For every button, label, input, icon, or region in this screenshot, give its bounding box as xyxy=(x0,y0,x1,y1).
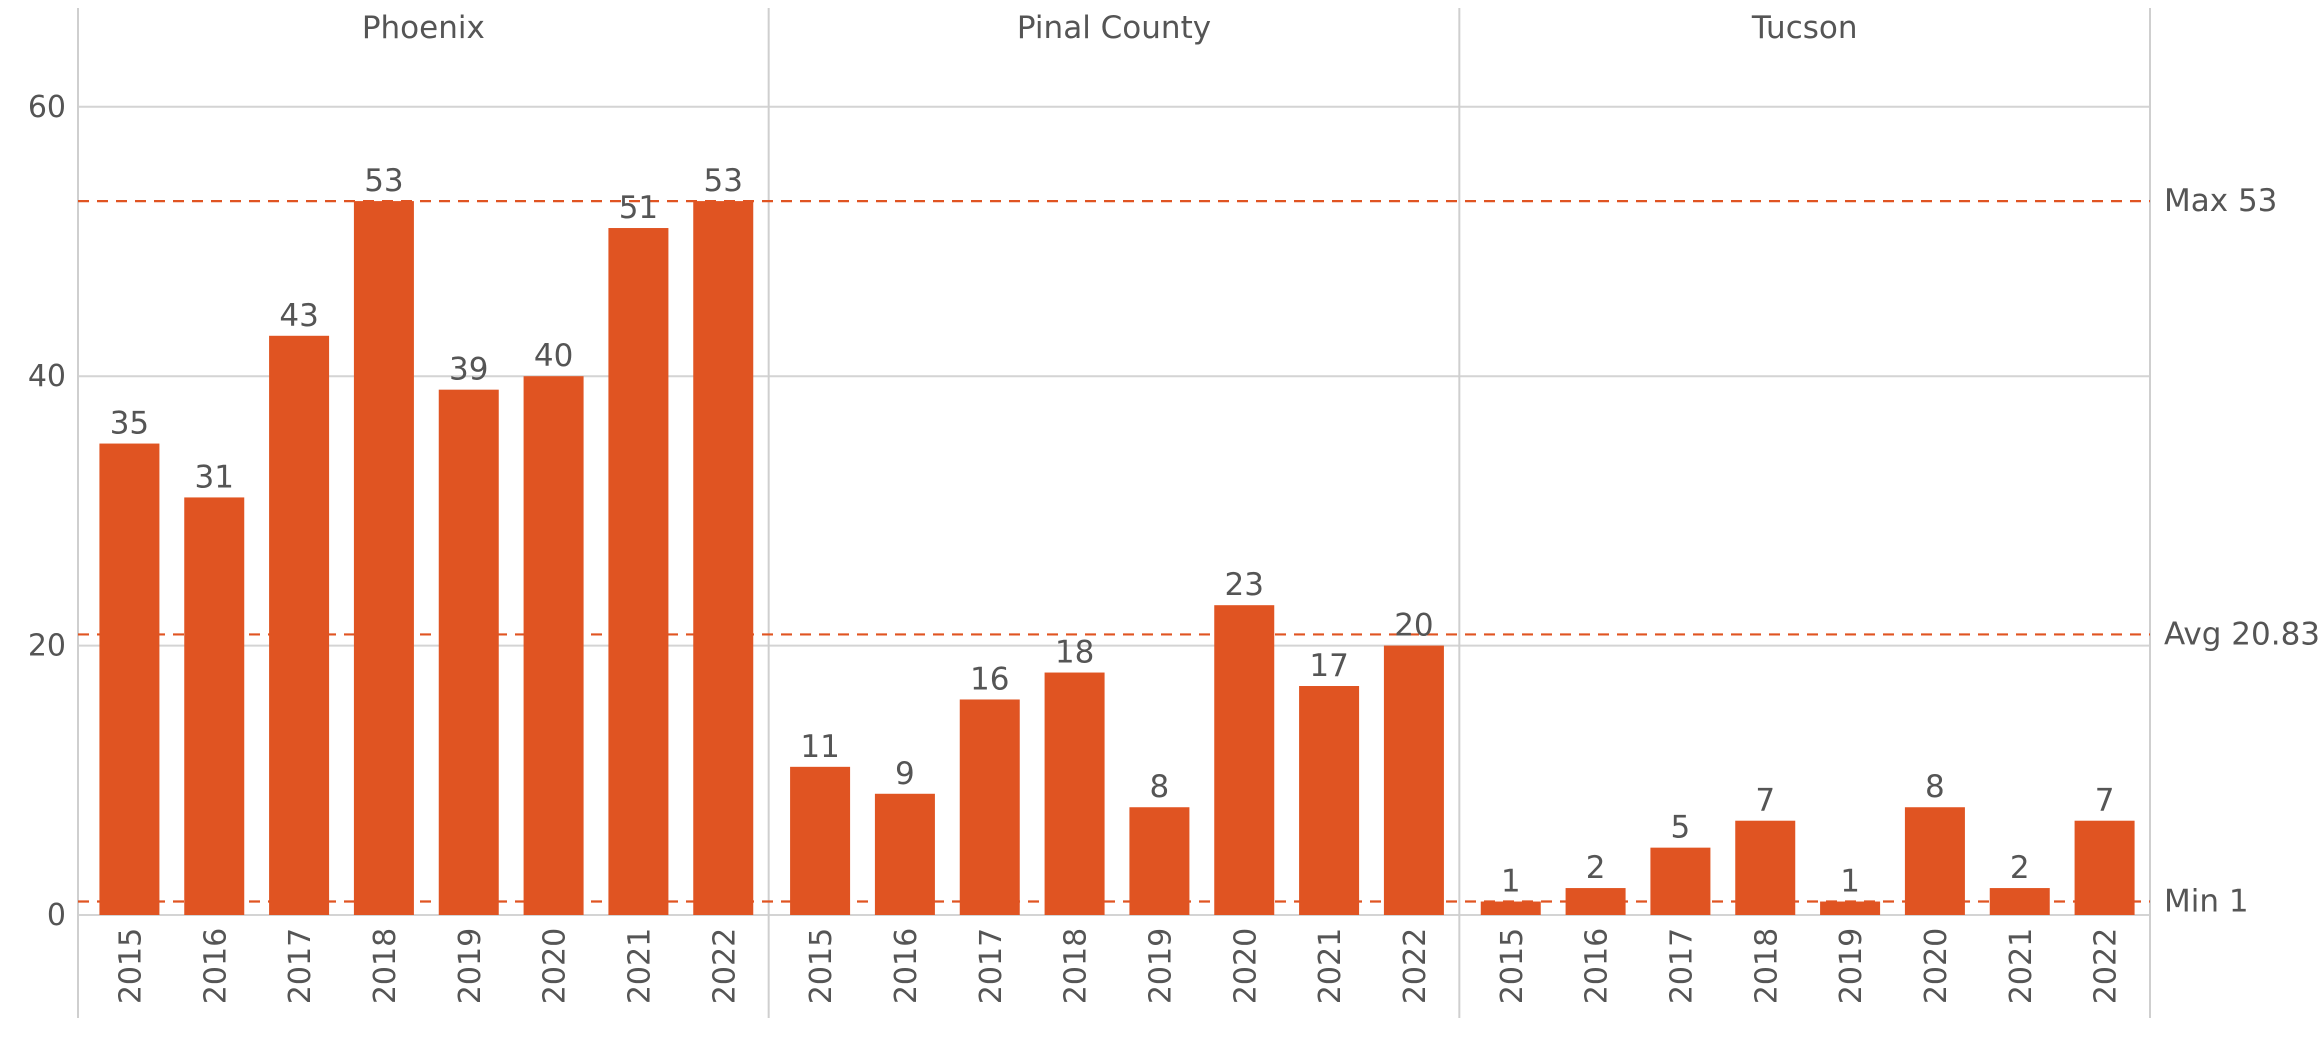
bar xyxy=(1735,820,1796,915)
bar-value-label: 51 xyxy=(619,190,658,226)
x-tick-label: 2018 xyxy=(1059,928,1094,1004)
bar xyxy=(790,766,851,915)
bar-value-label: 20 xyxy=(1394,608,1433,644)
panel-title: Tucson xyxy=(1751,10,1858,46)
reference-lines xyxy=(78,199,2150,903)
bar xyxy=(438,389,499,915)
bar-value-label: 31 xyxy=(195,459,234,495)
reference-line-label: Avg 20.83 xyxy=(2164,616,2320,652)
x-tick-label: 2022 xyxy=(707,928,742,1004)
x-tick-label: 2016 xyxy=(1580,928,1615,1004)
bar-value-label: 40 xyxy=(534,338,573,374)
y-tick-label: 40 xyxy=(28,359,66,394)
x-tick-label: 2015 xyxy=(804,928,839,1004)
x-tick-label: 2016 xyxy=(198,928,233,1004)
x-tick-label: 2021 xyxy=(1313,928,1348,1004)
x-tick-label: 2017 xyxy=(283,928,318,1004)
panel-title: Phoenix xyxy=(362,10,485,46)
bar xyxy=(1480,901,1541,915)
bar xyxy=(1565,888,1626,915)
y-tick-label: 0 xyxy=(47,898,66,933)
bar xyxy=(1820,901,1881,915)
x-tick-label: 2019 xyxy=(453,928,488,1004)
x-tick-label: 2021 xyxy=(2004,928,2039,1004)
bar xyxy=(1904,807,1965,915)
bar-value-label: 39 xyxy=(449,352,488,388)
x-tick-label: 2022 xyxy=(1398,928,1433,1004)
gridlines xyxy=(77,8,2151,1018)
bars xyxy=(99,201,2135,916)
bar xyxy=(269,335,330,915)
panel-title: Pinal County xyxy=(1017,10,1211,46)
bar-value-label: 1 xyxy=(1501,864,1521,900)
x-tick-label: 2017 xyxy=(974,928,1009,1004)
bar xyxy=(874,793,935,915)
x-tick-label: 2018 xyxy=(368,928,403,1004)
bar-value-label: 8 xyxy=(1150,769,1170,805)
bar-value-label: 8 xyxy=(1925,769,1945,805)
bar-value-label: 5 xyxy=(1671,810,1691,846)
bar xyxy=(1650,847,1711,915)
bar xyxy=(1129,807,1190,915)
bar-value-label: 7 xyxy=(1755,783,1775,819)
x-tick-label: 2020 xyxy=(1228,928,1263,1004)
x-tick-label: 2021 xyxy=(622,928,657,1004)
bar-value-label: 7 xyxy=(2095,783,2115,819)
bar xyxy=(1383,645,1444,915)
bar-value-label: 18 xyxy=(1055,635,1094,671)
bar-value-label: 23 xyxy=(1225,567,1264,603)
bar xyxy=(99,443,160,915)
bar xyxy=(184,497,245,915)
bar xyxy=(959,699,1020,915)
x-tick-label: 2022 xyxy=(2089,928,2124,1004)
y-tick-label: 20 xyxy=(28,629,66,664)
bar xyxy=(1299,686,1360,915)
bar xyxy=(608,228,669,915)
reference-line-label: Min 1 xyxy=(2164,884,2249,920)
x-tick-label: 2020 xyxy=(538,928,573,1004)
bar xyxy=(2074,820,2135,915)
bar-value-label: 35 xyxy=(110,406,149,442)
x-tick-label: 2019 xyxy=(1143,928,1178,1004)
bar xyxy=(523,376,584,915)
bar-value-label: 9 xyxy=(895,756,915,792)
x-tick-label: 2016 xyxy=(889,928,924,1004)
y-tick-label: 60 xyxy=(28,90,66,125)
x-tick-label: 2015 xyxy=(1495,928,1530,1004)
bar xyxy=(1044,672,1105,915)
x-tick-label: 2018 xyxy=(1749,928,1784,1004)
reference-line-label: Max 53 xyxy=(2164,183,2277,219)
bar xyxy=(693,201,754,916)
bar-value-label: 53 xyxy=(704,163,743,199)
x-tick-label: 2019 xyxy=(1834,928,1869,1004)
bar-value-label: 17 xyxy=(1309,648,1348,684)
bar-value-label: 16 xyxy=(970,661,1009,697)
bar-value-label: 2 xyxy=(1586,850,1606,886)
bar-value-label: 11 xyxy=(800,729,839,765)
bar xyxy=(1214,605,1275,915)
bar-value-label: 53 xyxy=(364,163,403,199)
bar-value-label: 2 xyxy=(2010,850,2030,886)
bar xyxy=(353,201,414,916)
bar-value-label: 43 xyxy=(279,298,318,334)
x-tick-label: 2017 xyxy=(1664,928,1699,1004)
x-tick-label: 2020 xyxy=(1919,928,1954,1004)
labels: 0204060Phoenix35201531201643201753201839… xyxy=(28,10,2320,1004)
bar-value-label: 1 xyxy=(1840,864,1860,900)
x-tick-label: 2015 xyxy=(113,928,148,1004)
